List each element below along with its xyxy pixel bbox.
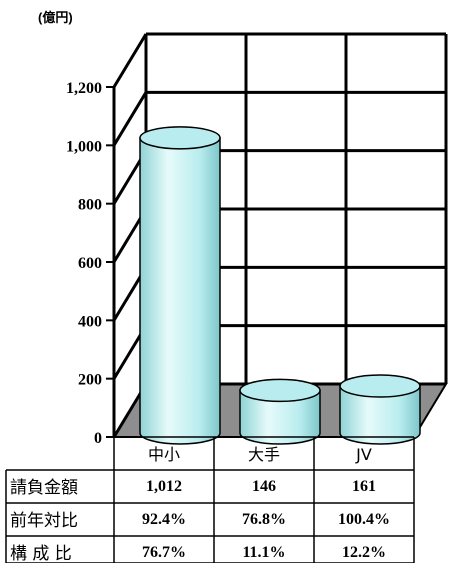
bar xyxy=(239,378,321,445)
y-tick-label: 200 xyxy=(78,372,102,389)
bar xyxy=(339,374,421,445)
table-cell: 1,012 xyxy=(146,478,182,495)
x-category-label: 大手 xyxy=(248,445,280,464)
table-row-label: 請負金額 xyxy=(10,478,78,498)
y-tick-label: 1,200 xyxy=(66,80,102,97)
y-tick-label: 1,000 xyxy=(66,138,102,155)
table-cell: 11.1% xyxy=(242,544,285,561)
y-tick-label: 800 xyxy=(78,197,102,214)
gridline-side xyxy=(112,33,148,88)
table-row-label: 構 成 比 xyxy=(10,544,72,563)
table-cell: 12.2% xyxy=(342,544,386,561)
gridline-side xyxy=(112,91,148,147)
y-axis: 0 200 400 600 800 1,000 1,200 xyxy=(66,80,114,447)
y-tick-label: 600 xyxy=(78,255,102,272)
x-category-label: 中小 xyxy=(148,445,180,464)
bar-top xyxy=(139,126,221,150)
data-table: 中小 大手 JV 請負金額 1,012 146 161 前年対比 92.4% 76.8% 100.4… xyxy=(5,436,415,563)
table-cell: 100.4% xyxy=(338,511,390,528)
table-cell: 92.4% xyxy=(142,511,186,528)
table-cell: 76.7% xyxy=(142,544,186,561)
y-tick-label: 0 xyxy=(94,430,102,447)
y-tick-label: 400 xyxy=(78,313,102,330)
bars xyxy=(139,126,421,445)
bar-body xyxy=(139,137,221,445)
table-row-label: 前年対比 xyxy=(10,511,78,531)
unit-label: (億円) xyxy=(38,10,73,25)
x-category-label: JV xyxy=(355,445,372,464)
table-cell: 161 xyxy=(352,478,376,495)
bar xyxy=(139,126,221,445)
bar-top xyxy=(339,374,421,398)
table-cell: 146 xyxy=(252,478,276,495)
bar-top xyxy=(239,378,321,403)
table-cell: 76.8% xyxy=(242,511,286,528)
